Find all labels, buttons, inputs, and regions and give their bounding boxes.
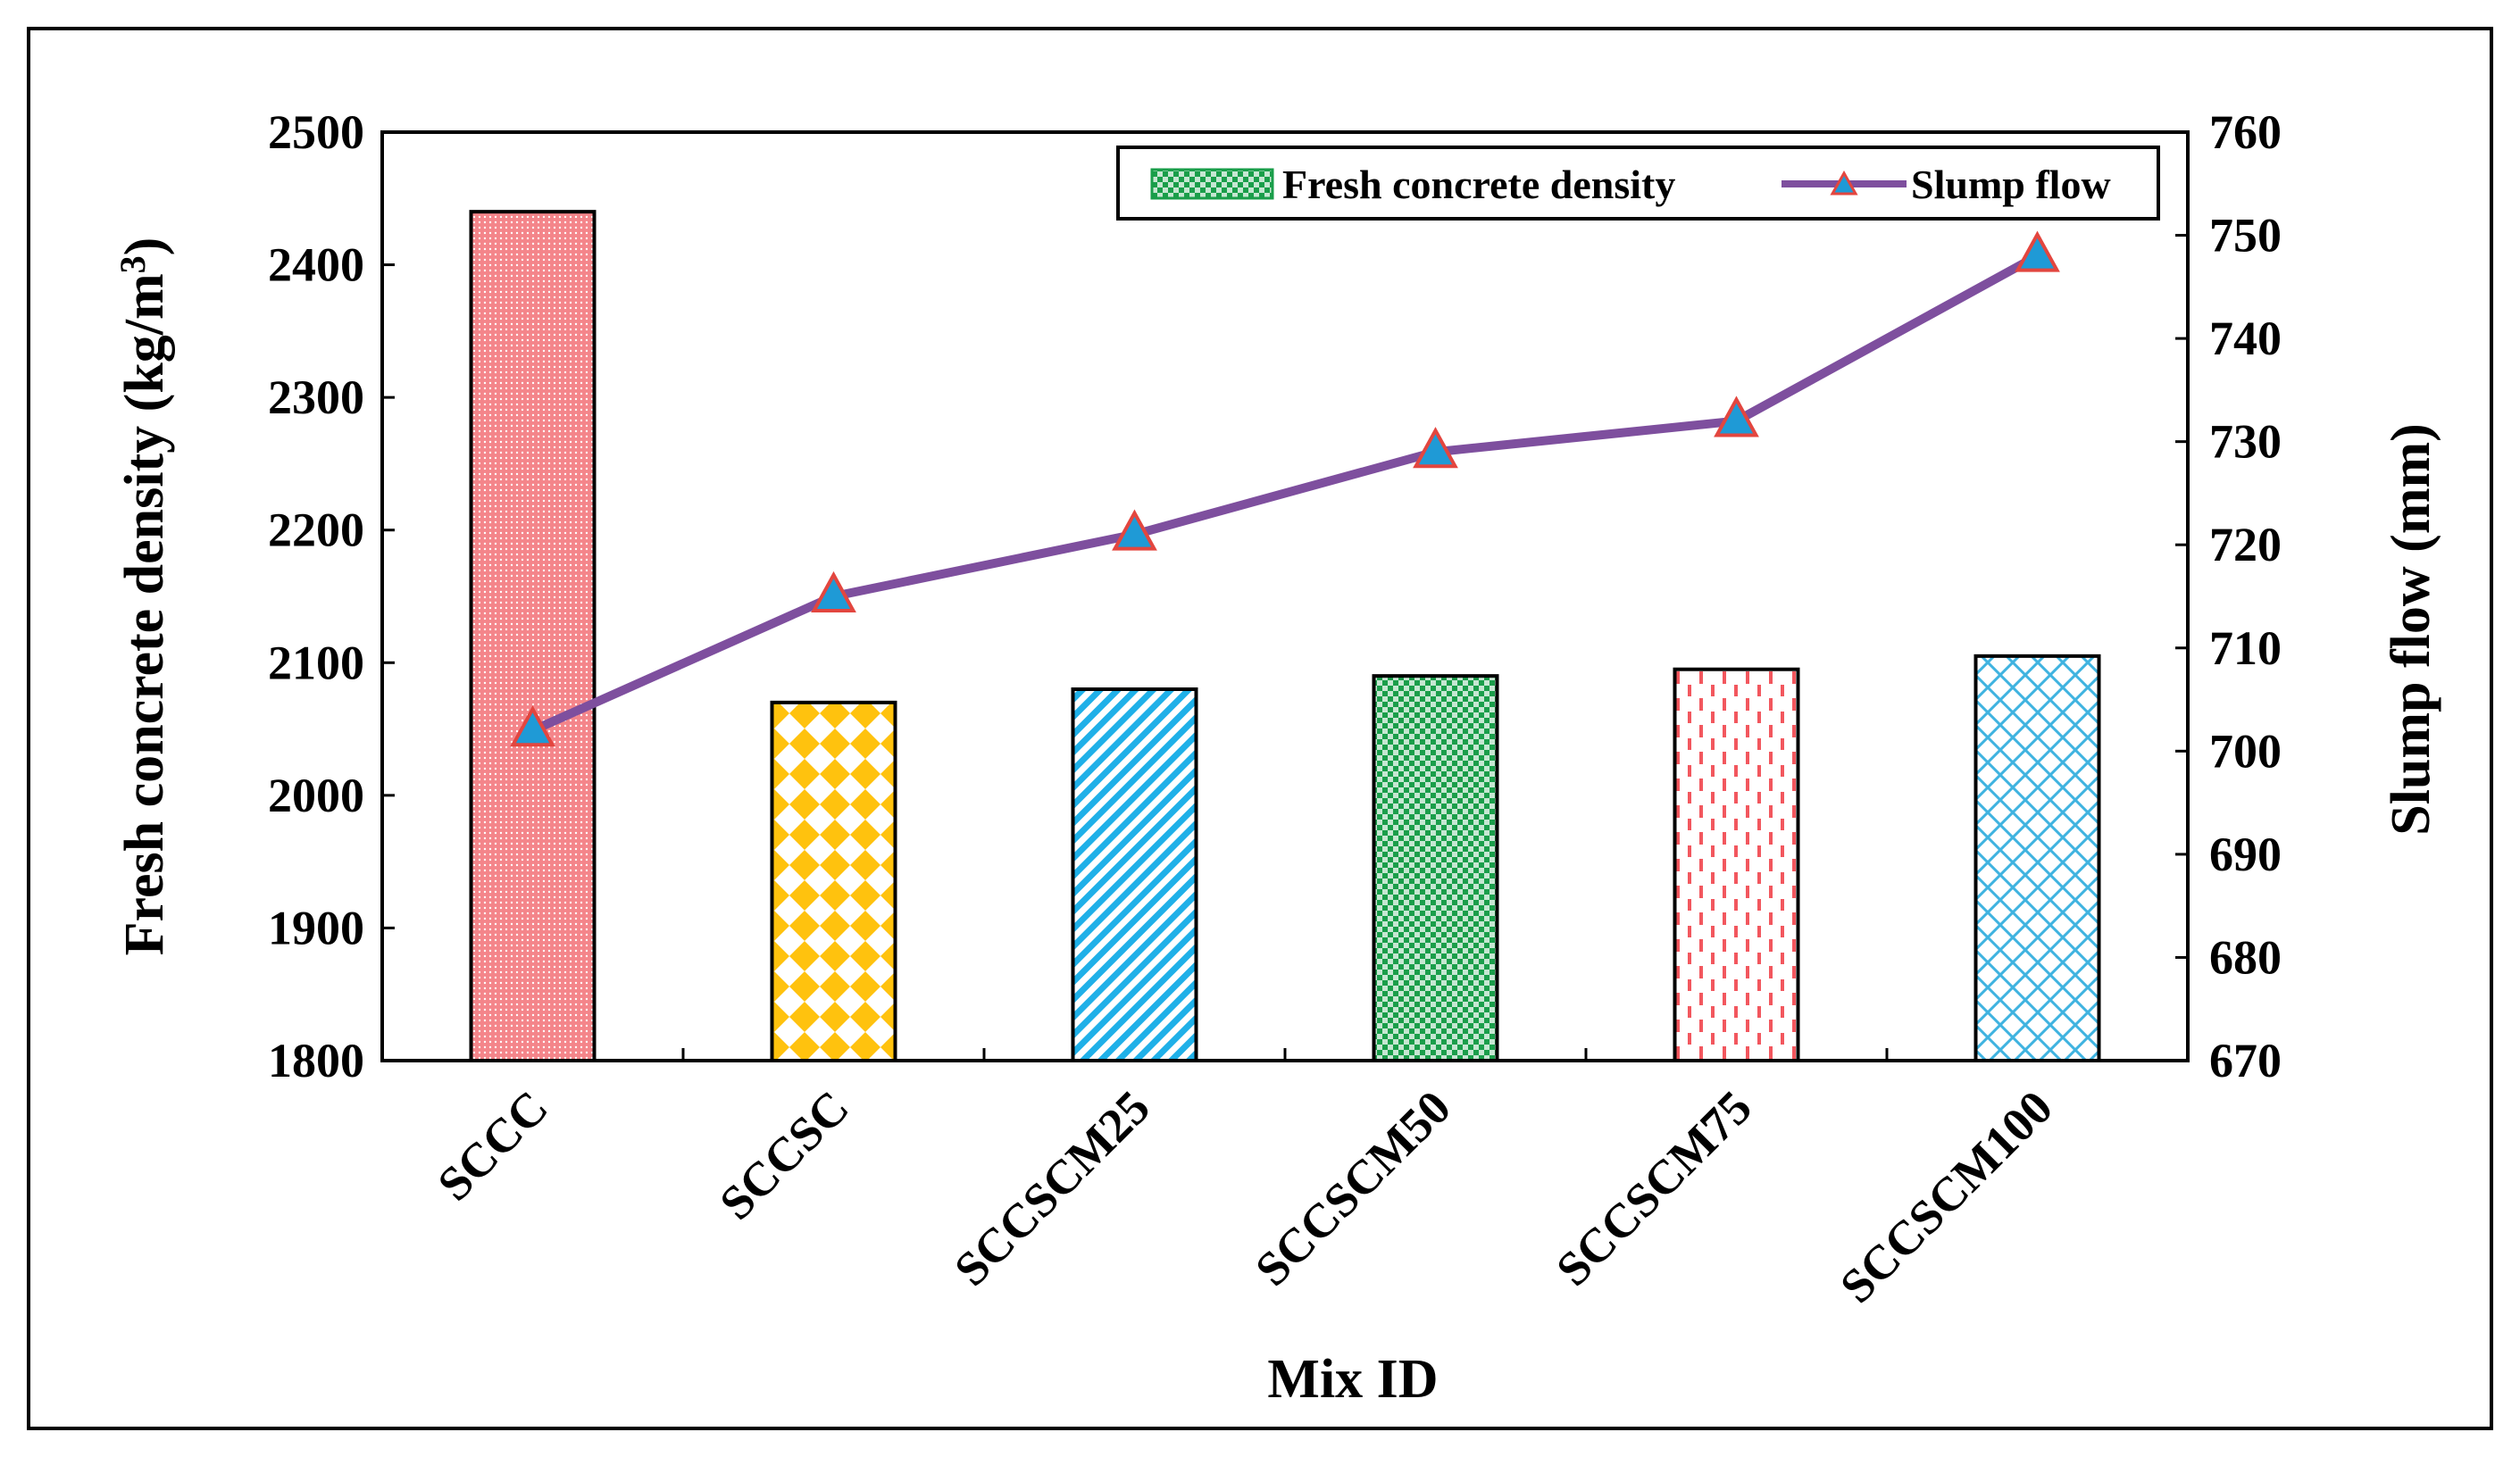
x-tick-label: SCCSCM25 (944, 1080, 1160, 1296)
left-tick-label: 1900 (268, 901, 364, 954)
right-tick-label: 710 (2209, 621, 2282, 675)
x-tick-label: SCCSCM50 (1245, 1080, 1461, 1296)
density-bar-sccscm25 (1071, 687, 1198, 1062)
density-bar-sccc (469, 210, 597, 1062)
density-bar-sccscm75 (1673, 667, 1800, 1062)
density-bar-sccsc (770, 700, 897, 1062)
y-axis-left-title: Fresh concrete density (kg/m3) (113, 237, 175, 956)
legend-swatch-slump-marker (1830, 170, 1858, 196)
density-bar-sccscm50 (1372, 674, 1499, 1063)
right-axis-ticks: 670 680 690 700 710 720 730 740 750 760 (2175, 105, 2282, 1087)
right-tick-label: 680 (2209, 930, 2282, 984)
left-tick-label: 2100 (268, 636, 364, 689)
left-tick-label: 2200 (268, 504, 364, 557)
bars-group (469, 210, 2101, 1063)
x-tick-label: SCCC (428, 1080, 558, 1211)
right-tick-label: 730 (2209, 415, 2282, 469)
x-axis-title: Mix ID (1267, 1349, 1438, 1410)
left-tick-label: 2300 (268, 370, 364, 424)
x-axis-ticks: SCCC SCCSC SCCSCM25 SCCSCM50 SCCSCM75 SCCSCM1… (380, 1048, 2190, 1313)
x-tick-label: SCCSCM100 (1830, 1080, 2063, 1313)
slump-flow-line-group (510, 230, 2060, 747)
x-tick-label: SCCSC (709, 1080, 859, 1230)
x-tick-label: SCCSCM75 (1546, 1080, 1762, 1296)
right-tick-label: 720 (2209, 518, 2282, 571)
plot-area (380, 130, 2190, 1062)
density-bar-sccscm100 (1973, 654, 2101, 1062)
right-tick-label: 700 (2209, 724, 2282, 778)
right-tick-label: 760 (2209, 105, 2282, 159)
legend: Fresh concrete density Slump flow (1116, 146, 2160, 221)
left-tick-label: 1800 (268, 1034, 364, 1087)
legend-box (1116, 146, 2160, 221)
legend-swatch-density (1150, 168, 1274, 200)
left-tick-label: 2400 (268, 238, 364, 292)
slump-flow-marker-sccscm50 (1413, 427, 1458, 469)
left-axis-ticks: 1800 1900 2000 2100 2200 2300 2400 2500 (268, 105, 395, 1087)
right-tick-label: 750 (2209, 209, 2282, 262)
right-tick-label: 690 (2209, 828, 2282, 881)
slump-flow-marker-sccscm75 (1714, 395, 1759, 437)
slump-flow-marker-sccc (510, 705, 555, 747)
right-tick-label: 740 (2209, 312, 2282, 365)
left-tick-label: 2500 (268, 105, 364, 159)
slump-flow-line (530, 252, 2040, 735)
slump-flow-marker-sccscm100 (2015, 230, 2060, 272)
slump-flow-marker-sccsc (811, 570, 856, 612)
y-axis-right-title: Slump flow (mm) (2381, 423, 2441, 836)
right-tick-label: 670 (2209, 1034, 2282, 1087)
legend-label-slump: Slump flow (1911, 162, 2111, 207)
legend-label-density: Fresh concrete density (1282, 162, 1675, 207)
left-tick-label: 2000 (268, 769, 364, 822)
slump-flow-marker-sccscm25 (1112, 509, 1157, 551)
